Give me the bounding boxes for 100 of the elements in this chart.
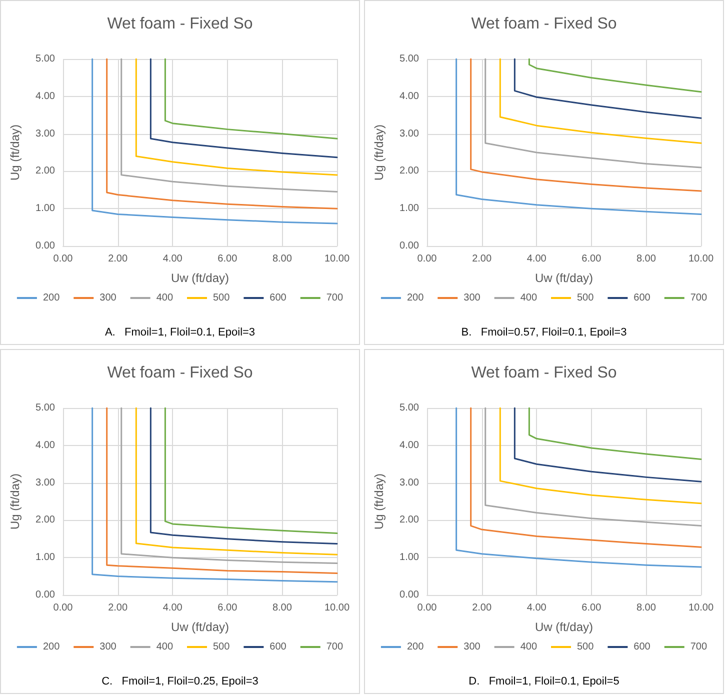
x-axis-title: Uw (ft/day) <box>534 620 594 634</box>
legend-label: 700 <box>690 642 708 652</box>
y-tick-label: 3.00 <box>36 477 56 488</box>
legend-label: 700 <box>690 292 708 304</box>
line-series <box>135 58 338 176</box>
line-series <box>499 407 702 504</box>
chart-title: Wet foam - Fixed So <box>107 364 253 382</box>
x-tick-label: 10.00 <box>688 602 714 614</box>
x-tick-label: 4.00 <box>162 602 183 614</box>
chart-title: Wet foam - Fixed So <box>471 364 617 382</box>
x-tick-label: 6.00 <box>582 602 602 614</box>
y-tick-label: 1.00 <box>36 552 56 564</box>
line-series <box>514 58 702 119</box>
text: A. Fmoil=1, Floil=0.1, Epoil=3 <box>104 326 256 338</box>
legend-label: 500 <box>213 642 230 652</box>
x-tick-label: 8.00 <box>272 254 292 264</box>
x-axis-title: Uw (ft/day) <box>534 271 594 285</box>
y-tick-label: 1.00 <box>400 552 420 564</box>
legend-label: 600 <box>270 642 287 652</box>
legend-label: 300 <box>464 292 481 304</box>
y-tick-label: 3.00 <box>400 128 420 140</box>
legend-label: 500 <box>577 292 594 304</box>
x-tick-label: 0.00 <box>53 602 74 614</box>
x-tick-label: 4.00 <box>162 254 183 264</box>
legend-label: 200 <box>406 292 424 304</box>
text: D. Fmoil=1, Floil=0.1, Epoil=5 <box>468 676 620 688</box>
x-tick-label: 2.00 <box>472 254 492 264</box>
y-tick-label: 2.00 <box>400 514 420 526</box>
x-tick-label: 10.00 <box>324 602 350 614</box>
legend-label: 600 <box>634 642 651 652</box>
legend-label: 200 <box>42 642 60 652</box>
y-tick-label: 2.00 <box>400 166 420 177</box>
line-series <box>484 58 702 168</box>
y-tick-label: 3.00 <box>36 128 56 140</box>
legend-label: 400 <box>156 642 174 652</box>
legend-label: 200 <box>406 642 424 652</box>
legend-label: 300 <box>100 642 117 652</box>
line-series <box>150 58 338 158</box>
line-series <box>470 58 702 192</box>
x-tick-label: 0.00 <box>417 254 438 264</box>
y-tick-label: 5.00 <box>36 402 56 414</box>
y-tick-label: 4.00 <box>400 90 420 102</box>
x-tick-label: 8.00 <box>636 254 656 264</box>
legend-label: 300 <box>100 292 117 304</box>
y-axis-title: Ug (ft/day) <box>372 473 386 530</box>
y-tick-label: 2.00 <box>36 514 56 526</box>
legend-label: 500 <box>577 642 594 652</box>
line-series <box>456 407 702 568</box>
legend-label: 400 <box>520 642 538 652</box>
chart-title: Wet foam - Fixed So <box>471 16 617 32</box>
line-series <box>528 407 702 460</box>
legend-label: 500 <box>213 292 230 304</box>
y-tick-label: 0.00 <box>36 590 56 600</box>
y-tick-label: 2.00 <box>36 166 56 177</box>
legend-label: 600 <box>634 292 651 304</box>
line-series <box>164 58 338 140</box>
y-tick-label: 0.00 <box>400 590 420 600</box>
legend-label: 700 <box>326 642 344 652</box>
line-series <box>514 407 702 482</box>
y-tick-label: 5.00 <box>400 402 420 414</box>
x-tick-label: 4.00 <box>526 602 547 614</box>
y-axis-title: Ug (ft/day) <box>8 124 22 181</box>
x-axis-title: Uw (ft/day) <box>170 271 230 285</box>
text: C. Fmoil=1, Floil=0.25, Epoil=3 <box>102 676 258 688</box>
x-tick-label: 6.00 <box>218 602 238 614</box>
line-series <box>528 58 702 93</box>
y-tick-label: 5.00 <box>400 54 420 64</box>
chart-title: Wet foam - Fixed So <box>107 16 253 32</box>
y-tick-label: 1.00 <box>36 203 56 214</box>
x-tick-label: 4.00 <box>526 254 547 264</box>
x-tick-label: 0.00 <box>53 254 74 264</box>
line-series <box>470 407 702 548</box>
x-tick-label: 2.00 <box>472 602 492 614</box>
y-tick-label: 4.00 <box>400 440 420 451</box>
line-series <box>456 58 702 215</box>
line-series <box>499 58 702 144</box>
y-tick-label: 4.00 <box>36 90 56 102</box>
y-axis-title: Ug (ft/day) <box>372 124 386 181</box>
line-series <box>120 58 338 193</box>
y-tick-label: 0.00 <box>400 240 420 252</box>
x-axis-title: Uw (ft/day) <box>170 620 230 634</box>
x-tick-label: 6.00 <box>218 254 238 264</box>
y-tick-label: 4.00 <box>36 440 56 451</box>
legend-label: 600 <box>270 292 287 304</box>
y-tick-label: 3.00 <box>400 477 420 488</box>
legend-label: 200 <box>42 292 60 304</box>
y-tick-label: 5.00 <box>36 54 56 64</box>
legend-label: 700 <box>326 292 344 304</box>
y-tick-label: 0.00 <box>36 240 56 252</box>
legend-label: 300 <box>464 642 481 652</box>
x-tick-label: 8.00 <box>636 602 656 614</box>
x-tick-label: 8.00 <box>272 602 292 614</box>
text: B. Fmoil=0.57, Floil=0.1, Epoil=3 <box>461 326 627 338</box>
x-tick-label: 6.00 <box>582 254 602 264</box>
x-tick-label: 10.00 <box>324 254 350 264</box>
y-tick-label: 1.00 <box>400 203 420 214</box>
x-tick-label: 10.00 <box>688 254 714 264</box>
line-series <box>484 407 702 527</box>
legend-label: 400 <box>520 292 538 304</box>
x-tick-label: 2.00 <box>108 602 128 614</box>
